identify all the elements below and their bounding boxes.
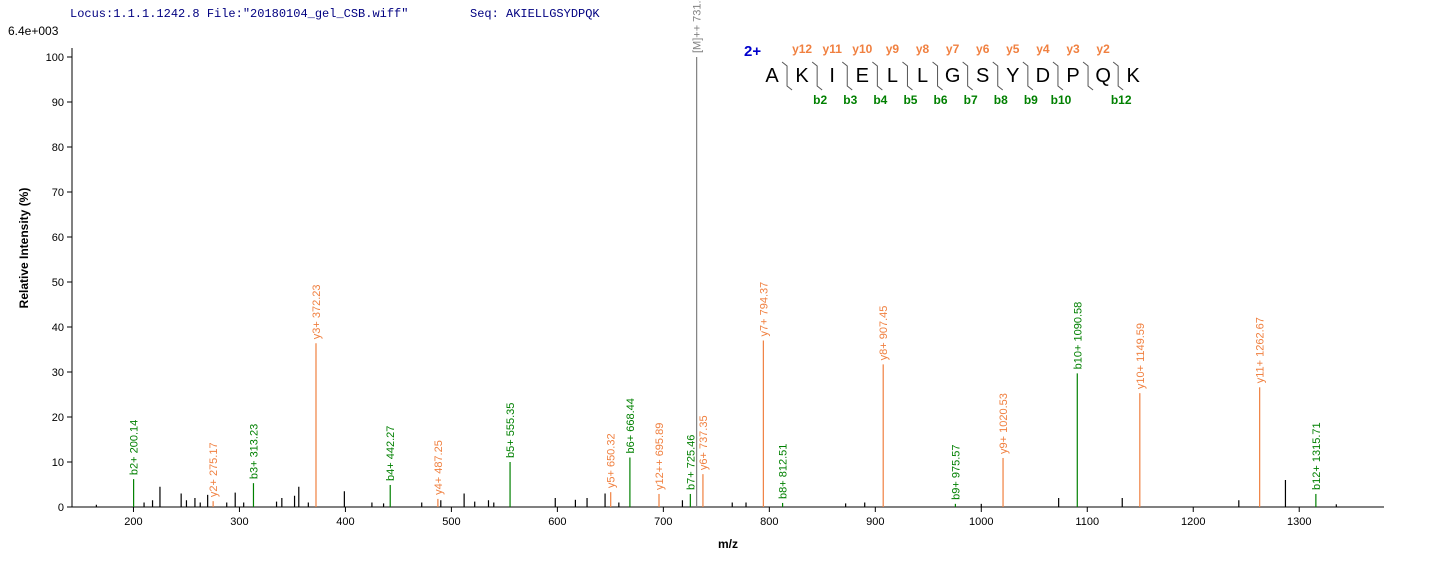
cleavage-mark [1112,61,1124,91]
charge-label: 2+ [744,43,761,60]
x-tick-label: 600 [548,516,566,528]
y-ion-label: y10 [852,42,872,56]
b-ion-label: b7 [964,93,978,107]
x-tick-label: 500 [442,516,460,528]
peak-label: y7+ 794.37 [758,282,770,337]
b-ion-label: b8 [994,93,1008,107]
residue: Q [1095,65,1111,87]
scale-label: 6.4e+003 [8,24,59,38]
peak-label: b12+ 1315.71 [1311,422,1323,490]
x-tick-label: 800 [760,516,778,528]
residue: G [945,65,961,87]
y-ion-label: y4 [1036,42,1050,56]
x-tick-label: 1300 [1287,516,1311,528]
y-ion-label: y8 [916,42,930,56]
y-tick-label: 30 [52,367,64,379]
peak-label: b7+ 725.46 [685,435,697,490]
peak-label: b9+ 975.57 [950,444,962,499]
peak-label: y10+ 1149.59 [1135,323,1147,389]
residue: K [795,65,809,87]
x-axis-label: m/z [718,537,738,551]
y-axis-label: Relative Intensity (%) [17,188,31,309]
cleavage-mark [962,61,973,91]
peak-label: y6+ 737.35 [698,415,710,470]
peak-label: b6+ 668.44 [625,398,637,453]
y-ion-label: y3 [1066,42,1080,56]
y-ion-label: y11 [823,42,843,56]
y-tick-label: 70 [52,187,64,199]
peak-label: y8+ 907.45 [878,306,890,361]
cleavage-mark [1082,61,1094,91]
peak-label: y2+ 275.17 [208,442,220,497]
peak-label: y12++ 695.89 [654,423,666,490]
peak-label: y4+ 487.25 [433,440,445,495]
residue: P [1066,65,1079,87]
residue: I [829,65,835,87]
residue: L [887,65,898,87]
y-ion-label: y9 [886,42,900,56]
b-ion-label: b5 [903,93,917,107]
cleavage-mark [872,61,883,91]
b-ion-label: b3 [843,93,857,107]
y-ion-label: y2 [1096,42,1110,56]
y-tick-label: 0 [58,502,64,514]
cleavage-mark [902,61,913,91]
b-ion-label: b2 [813,93,827,107]
y-tick-label: 20 [52,412,64,424]
chart-subtitle: Seq: AKIELLGSYDPQK [470,7,600,21]
residue: E [856,65,869,87]
x-tick-label: 300 [230,516,248,528]
x-tick-label: 700 [654,516,672,528]
peak-label: b4+ 442.27 [385,426,397,481]
peak-label: b8+ 812.51 [778,444,790,499]
peak-label: y3+ 372.23 [311,284,323,339]
cleavage-mark [811,61,823,91]
residue: A [765,65,779,87]
y-tick-label: 60 [52,232,64,244]
peak-label: [M]++ 731.41 [692,0,704,53]
y-ion-label: y7 [946,42,960,56]
peak-label: b3+ 313.23 [248,424,260,479]
residue: Y [1006,65,1019,87]
cleavage-mark [1052,61,1064,91]
b-ion-label: b6 [934,93,948,107]
b-ion-label: b12 [1111,93,1132,107]
y-tick-label: 80 [52,142,64,154]
residue: D [1036,65,1050,87]
peak-label: b2+ 200.14 [129,420,141,475]
x-tick-label: 200 [124,516,142,528]
peak-label: y9+ 1020.53 [998,393,1010,454]
x-tick-label: 1000 [969,516,993,528]
y-ion-label: y5 [1006,42,1020,56]
y-ion-label: y12 [792,42,812,56]
peak-label: b10+ 1090.58 [1072,302,1084,370]
y-tick-label: 100 [46,52,64,64]
y-tick-label: 90 [52,97,64,109]
cleavage-mark [932,61,943,91]
residue: K [1127,65,1141,87]
y-tick-label: 40 [52,322,64,334]
peak-label: b5+ 555.35 [505,403,517,458]
peak-label: y5+ 650.32 [606,433,618,488]
b-ion-label: b9 [1024,93,1038,107]
x-tick-label: 900 [866,516,884,528]
chart-title: Locus:1.1.1.1242.8 File:"20180104_gel_CS… [70,7,408,21]
x-tick-label: 400 [336,516,354,528]
y-tick-label: 50 [52,277,64,289]
x-tick-label: 1100 [1075,516,1099,528]
residue: L [917,65,928,87]
cleavage-mark [781,61,793,91]
cleavage-mark [1022,61,1034,91]
b-ion-label: b4 [873,93,887,107]
peak-label: y11+ 1262.67 [1255,317,1267,383]
b-ion-label: b10 [1051,93,1072,107]
x-tick-label: 1200 [1181,516,1205,528]
y-tick-label: 10 [52,457,64,469]
cleavage-mark [992,61,1004,91]
residue: S [976,65,989,87]
cleavage-mark [841,61,853,91]
y-ion-label: y6 [976,42,990,56]
